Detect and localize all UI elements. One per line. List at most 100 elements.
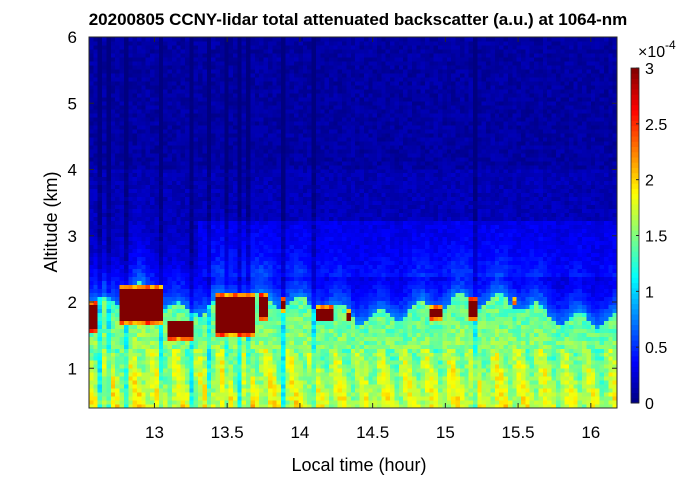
heatmap-cell <box>320 184 326 190</box>
heatmap-cell <box>263 232 269 238</box>
heatmap-cell <box>320 196 326 202</box>
heatmap-cell <box>137 216 142 222</box>
heatmap-cell <box>171 44 177 50</box>
heatmap-cell <box>281 108 286 114</box>
heatmap-cell <box>145 88 151 94</box>
heatmap-cell <box>206 164 212 170</box>
heatmap-cell <box>93 388 99 393</box>
heatmap-cell <box>189 352 195 357</box>
heatmap-cell <box>97 324 103 329</box>
heatmap-cell <box>198 192 204 198</box>
heatmap-cell <box>137 352 142 357</box>
heatmap-cell <box>93 156 99 162</box>
heatmap-cell <box>254 180 260 186</box>
heatmap-cell <box>237 276 243 281</box>
heatmap-cell <box>315 368 321 373</box>
heatmap-cell <box>307 332 313 337</box>
heatmap-cell <box>307 124 313 130</box>
heatmap-cell <box>110 256 116 261</box>
heatmap-cell <box>193 136 199 142</box>
heatmap-cell <box>180 372 186 377</box>
heatmap-cell <box>219 64 225 70</box>
heatmap-cell <box>294 188 300 194</box>
heatmap-cell <box>123 204 129 210</box>
heatmap-cell <box>307 284 313 289</box>
heatmap-cell <box>97 292 103 297</box>
heatmap-cell <box>102 252 108 258</box>
heatmap-cell <box>185 340 190 345</box>
heatmap-cell <box>206 320 212 325</box>
heatmap-cell <box>206 204 212 210</box>
heatmap-cell <box>89 56 94 62</box>
heatmap-cell <box>320 384 326 389</box>
heatmap-cell <box>276 220 282 226</box>
heatmap-cell <box>198 116 204 122</box>
heatmap-cell <box>215 84 221 90</box>
heatmap-cell <box>141 164 147 170</box>
heatmap-cell <box>115 60 121 66</box>
heatmap-cell <box>128 144 134 150</box>
heatmap-cell <box>132 288 138 293</box>
heatmap-cell <box>219 160 225 166</box>
heatmap-cell <box>193 276 199 281</box>
heatmap-cell <box>250 356 256 361</box>
heatmap-cell <box>259 284 265 289</box>
heatmap-cell <box>163 176 169 182</box>
heatmap-cell <box>294 368 300 373</box>
heatmap-cell <box>193 220 199 226</box>
heatmap-cell <box>180 400 186 405</box>
heatmap-cell <box>233 184 238 190</box>
heatmap-cell <box>233 372 238 377</box>
heatmap-cell <box>180 180 186 186</box>
heatmap-cell <box>115 148 121 154</box>
heatmap-cell <box>272 100 278 106</box>
heatmap-cell <box>233 292 238 297</box>
heatmap-cell <box>158 380 164 385</box>
heatmap-cell <box>137 256 142 261</box>
heatmap-cell <box>302 268 308 273</box>
heatmap-cell <box>211 228 217 234</box>
heatmap-cell <box>219 328 225 333</box>
heatmap-cell <box>137 252 142 258</box>
heatmap-cell <box>123 316 129 321</box>
heatmap-cell <box>211 304 217 309</box>
heatmap-cell <box>224 296 230 301</box>
heatmap-cell <box>180 220 186 226</box>
heatmap-cell <box>302 56 308 62</box>
heatmap-cell <box>237 216 243 222</box>
heatmap-cell <box>150 360 156 365</box>
heatmap-cell <box>254 128 260 134</box>
heatmap-cell <box>180 148 186 154</box>
heatmap-cell <box>185 72 190 78</box>
heatmap-cell <box>228 364 234 369</box>
heatmap-cell <box>215 172 221 178</box>
heatmap-cell <box>93 316 99 321</box>
heatmap-cell <box>185 104 190 110</box>
heatmap-cell <box>237 104 243 110</box>
heatmap-cell <box>93 224 99 230</box>
heatmap-cell <box>93 244 99 250</box>
heatmap-cell <box>193 120 199 126</box>
heatmap-cell <box>272 212 278 218</box>
heatmap-cell <box>272 332 278 337</box>
heatmap-cell <box>102 376 108 381</box>
heatmap-cell <box>237 44 243 50</box>
heatmap-cell <box>202 288 208 293</box>
heatmap-cell <box>119 288 125 293</box>
heatmap-cell <box>246 76 252 82</box>
heatmap-cell <box>228 156 234 162</box>
heatmap-cell <box>93 48 99 54</box>
heatmap-cell <box>158 156 164 162</box>
heatmap-cell <box>93 400 99 405</box>
heatmap-cell <box>254 156 260 162</box>
heatmap-cell <box>141 200 147 206</box>
heatmap-cell <box>302 92 308 98</box>
heatmap-cell <box>302 212 308 218</box>
heatmap-cell <box>123 280 129 285</box>
heatmap-cell <box>185 312 190 317</box>
heatmap-cell <box>224 372 230 377</box>
heatmap-cell <box>137 112 142 118</box>
heatmap-cell <box>285 204 291 210</box>
heatmap-cell <box>211 76 217 82</box>
heatmap-cell <box>193 328 199 333</box>
